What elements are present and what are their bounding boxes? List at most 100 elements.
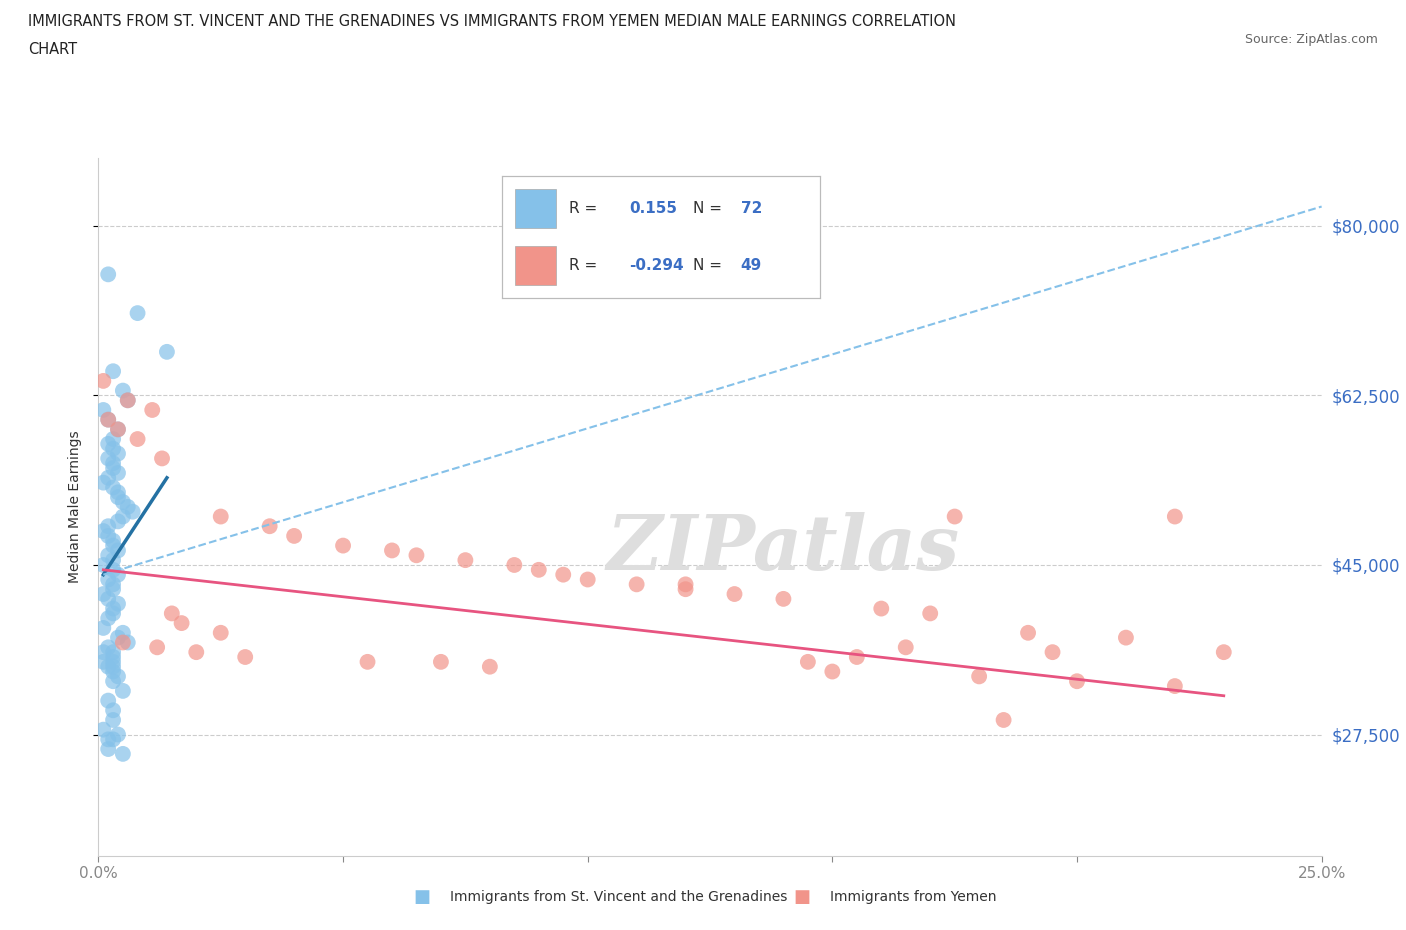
Point bbox=[1212, 644, 1234, 659]
Point bbox=[553, 567, 575, 582]
Point bbox=[1164, 679, 1187, 694]
Point bbox=[797, 655, 820, 670]
Point bbox=[91, 723, 114, 737]
Point bbox=[97, 267, 120, 282]
Point bbox=[107, 446, 129, 461]
Point bbox=[91, 587, 114, 602]
Point bbox=[107, 485, 129, 499]
Point bbox=[127, 306, 149, 321]
Point bbox=[107, 543, 129, 558]
Point bbox=[111, 625, 134, 640]
Point bbox=[91, 644, 114, 659]
Point bbox=[101, 673, 124, 688]
Point bbox=[1042, 644, 1064, 659]
Point bbox=[107, 727, 129, 742]
Point bbox=[107, 669, 129, 684]
Point bbox=[1115, 631, 1137, 645]
Point bbox=[107, 567, 129, 582]
Text: Immigrants from Yemen: Immigrants from Yemen bbox=[830, 890, 995, 905]
Point bbox=[101, 538, 124, 553]
Point bbox=[101, 712, 124, 727]
Point bbox=[91, 475, 114, 490]
Point bbox=[101, 563, 124, 578]
Text: IMMIGRANTS FROM ST. VINCENT AND THE GRENADINES VS IMMIGRANTS FROM YEMEN MEDIAN M: IMMIGRANTS FROM ST. VINCENT AND THE GREN… bbox=[28, 14, 956, 29]
Point bbox=[91, 558, 114, 573]
Point bbox=[141, 403, 163, 418]
Point bbox=[91, 403, 114, 418]
Point bbox=[101, 364, 124, 379]
Point bbox=[97, 471, 120, 485]
Point bbox=[503, 558, 526, 573]
Text: CHART: CHART bbox=[28, 42, 77, 57]
Point bbox=[127, 432, 149, 446]
Point bbox=[101, 577, 124, 591]
Point bbox=[356, 655, 378, 670]
Point bbox=[576, 572, 599, 587]
Point bbox=[101, 460, 124, 475]
Point bbox=[821, 664, 844, 679]
Point bbox=[107, 422, 129, 437]
Point bbox=[478, 659, 501, 674]
Point bbox=[97, 412, 120, 427]
Point bbox=[233, 649, 256, 664]
Point bbox=[870, 601, 893, 616]
Point bbox=[97, 519, 120, 534]
Text: ■: ■ bbox=[793, 888, 810, 907]
Point bbox=[101, 582, 124, 597]
Point bbox=[675, 582, 697, 597]
Point bbox=[170, 616, 193, 631]
Point bbox=[107, 422, 129, 437]
Point bbox=[111, 509, 134, 524]
Point bbox=[772, 591, 794, 606]
Point bbox=[111, 495, 134, 510]
Point bbox=[101, 655, 124, 670]
Point bbox=[675, 577, 697, 591]
Point bbox=[209, 625, 232, 640]
Point bbox=[920, 606, 942, 621]
Point bbox=[107, 596, 129, 611]
Point bbox=[111, 684, 134, 698]
Point bbox=[894, 640, 917, 655]
Point bbox=[156, 344, 179, 359]
Text: Source: ZipAtlas.com: Source: ZipAtlas.com bbox=[1244, 33, 1378, 46]
Point bbox=[1164, 509, 1187, 524]
Point bbox=[943, 509, 966, 524]
Point bbox=[97, 548, 120, 563]
Y-axis label: Median Male Earnings: Median Male Earnings bbox=[67, 431, 82, 583]
Point bbox=[101, 732, 124, 747]
Point bbox=[97, 591, 120, 606]
Point bbox=[97, 693, 120, 708]
Point bbox=[91, 524, 114, 538]
Point bbox=[101, 480, 124, 495]
Point bbox=[121, 504, 143, 519]
Point bbox=[117, 392, 139, 407]
Point bbox=[160, 606, 183, 621]
Point bbox=[101, 432, 124, 446]
Point bbox=[1017, 625, 1039, 640]
Point bbox=[209, 509, 232, 524]
Text: ZIPatlas: ZIPatlas bbox=[607, 512, 960, 586]
Point bbox=[723, 587, 745, 602]
Point bbox=[97, 528, 120, 543]
Point bbox=[97, 611, 120, 626]
Point bbox=[111, 383, 134, 398]
Point bbox=[111, 635, 134, 650]
Point bbox=[101, 552, 124, 567]
Point bbox=[101, 703, 124, 718]
Point bbox=[101, 601, 124, 616]
Point bbox=[97, 732, 120, 747]
Point bbox=[405, 548, 427, 563]
Point bbox=[381, 543, 404, 558]
Point bbox=[117, 392, 139, 407]
Point bbox=[430, 655, 453, 670]
Point bbox=[97, 451, 120, 466]
Point bbox=[259, 519, 281, 534]
Point bbox=[101, 644, 124, 659]
Point bbox=[107, 631, 129, 645]
Point bbox=[626, 577, 648, 591]
Point bbox=[967, 669, 990, 684]
Point bbox=[101, 659, 124, 674]
Point bbox=[1066, 673, 1088, 688]
Point bbox=[97, 412, 120, 427]
Point bbox=[97, 640, 120, 655]
